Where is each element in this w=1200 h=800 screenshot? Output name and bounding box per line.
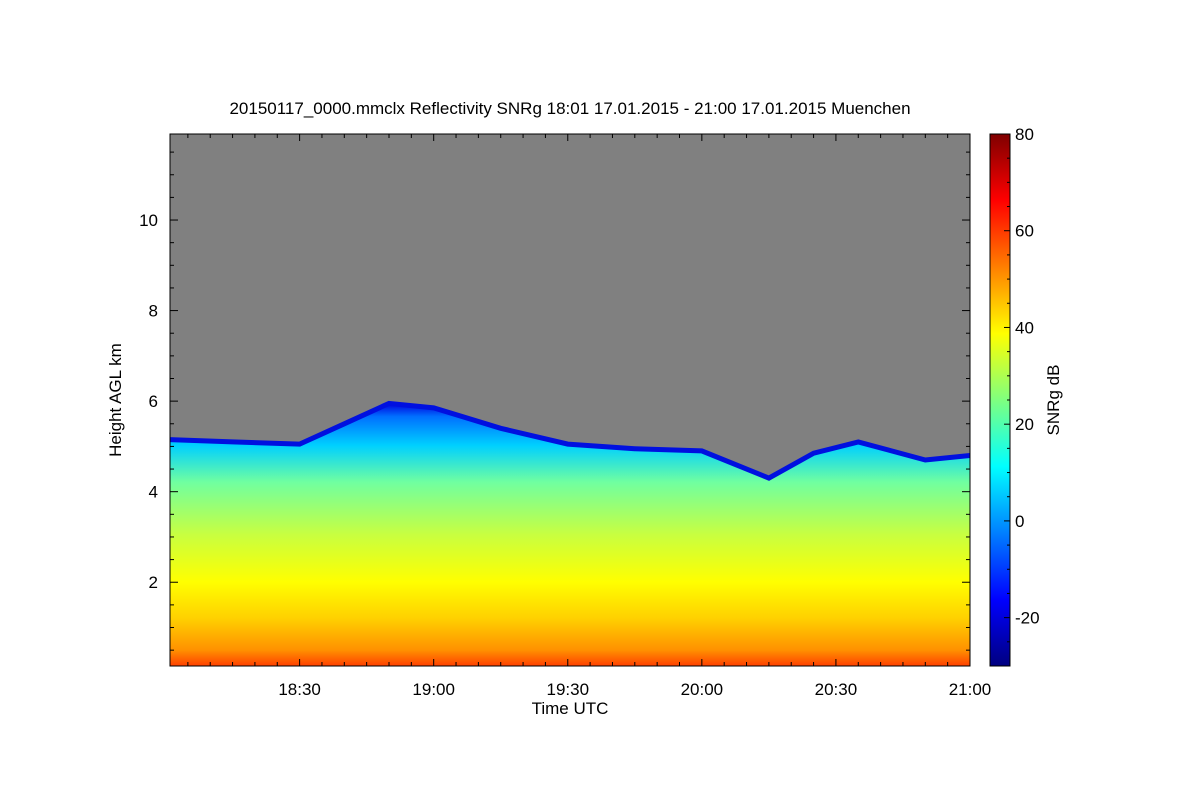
y-tick-label: 2 <box>149 573 158 592</box>
colorbar-tick-label: 60 <box>1015 222 1034 241</box>
x-axis: 18:30 19:00 19:30 20:00 20:30 21:00 <box>187 134 992 699</box>
colorbar-tick-label: 40 <box>1015 318 1034 337</box>
y-axis-label: Height AGL km <box>106 343 125 457</box>
x-tick-label: 21:00 <box>949 680 992 699</box>
y-tick-label: 4 <box>149 483 158 502</box>
y-tick-label: 10 <box>139 211 158 230</box>
cloud-top-edge <box>170 400 970 481</box>
x-tick-label: 18:30 <box>278 680 321 699</box>
y-tick-label: 8 <box>149 302 158 321</box>
x-tick-label: 20:00 <box>681 680 724 699</box>
plot-frame <box>169 133 971 667</box>
y-tick-label: 6 <box>149 392 158 411</box>
x-tick-label: 19:30 <box>546 680 589 699</box>
x-tick-label: 20:30 <box>815 680 858 699</box>
colorbar-tick-label: 0 <box>1015 512 1024 531</box>
colorbar-label: SNRg dB <box>1044 365 1063 436</box>
y-axis: 2 4 6 8 10 <box>139 151 970 651</box>
colorbar-tick-label: 80 <box>1015 125 1034 144</box>
colorbar-tick-label: 20 <box>1015 415 1034 434</box>
x-tick-label: 19:00 <box>412 680 455 699</box>
colorbar-tick-label: -20 <box>1015 609 1040 628</box>
cloud-reflectivity-area <box>170 403 970 666</box>
chart-title: 20150117_0000.mmclx Reflectivity SNRg 18… <box>229 99 911 118</box>
x-axis-label: Time UTC <box>532 699 609 718</box>
colorbar-ticks: -20 0 20 40 60 80 <box>1004 125 1040 643</box>
